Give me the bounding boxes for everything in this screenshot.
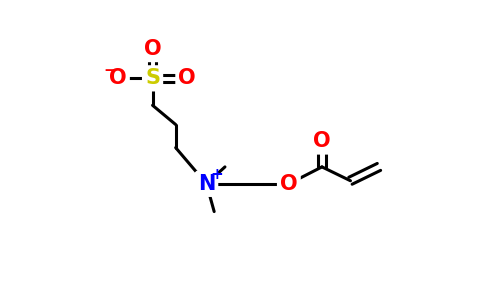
- Text: −: −: [104, 63, 117, 78]
- Text: O: O: [144, 39, 161, 59]
- Text: O: O: [109, 68, 127, 88]
- Text: O: O: [313, 131, 331, 152]
- Text: +: +: [210, 167, 223, 182]
- Text: N: N: [198, 174, 215, 194]
- Text: O: O: [280, 174, 298, 194]
- Text: O: O: [179, 68, 196, 88]
- Text: S: S: [145, 68, 160, 88]
